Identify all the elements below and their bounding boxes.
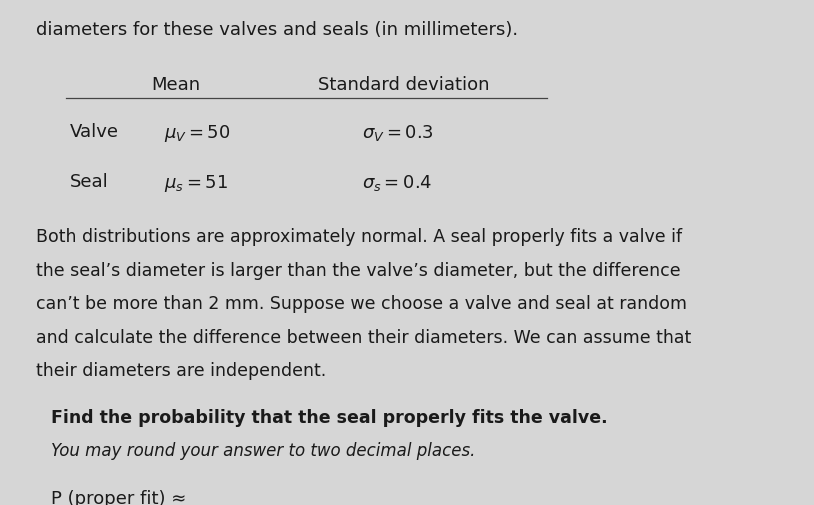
Text: diameters for these valves and seals (in millimeters).: diameters for these valves and seals (in… — [36, 21, 518, 38]
Text: $\mu_s = 51$: $\mu_s = 51$ — [164, 173, 229, 194]
Text: can’t be more than 2 mm. Suppose we choose a valve and seal at random: can’t be more than 2 mm. Suppose we choo… — [36, 295, 686, 313]
Text: Valve: Valve — [70, 123, 119, 141]
Text: $\sigma_V = 0.3$: $\sigma_V = 0.3$ — [361, 123, 433, 143]
Text: Find the probability that the seal properly fits the valve.: Find the probability that the seal prope… — [50, 409, 607, 427]
Text: Standard deviation: Standard deviation — [317, 76, 489, 93]
Text: You may round your answer to two decimal places.: You may round your answer to two decimal… — [50, 442, 475, 460]
Text: Both distributions are approximately normal. A seal properly fits a valve if: Both distributions are approximately nor… — [36, 228, 681, 246]
Text: P (proper fit) ≈: P (proper fit) ≈ — [50, 490, 186, 505]
Text: and calculate the difference between their diameters. We can assume that: and calculate the difference between the… — [36, 329, 691, 346]
FancyBboxPatch shape — [252, 486, 365, 505]
Text: $\mu_V = 50$: $\mu_V = 50$ — [164, 123, 231, 144]
Text: Mean: Mean — [151, 76, 200, 93]
Text: Seal: Seal — [70, 173, 108, 191]
Text: the seal’s diameter is larger than the valve’s diameter, but the difference: the seal’s diameter is larger than the v… — [36, 262, 681, 280]
Text: their diameters are independent.: their diameters are independent. — [36, 362, 326, 380]
Text: $\sigma_s = 0.4$: $\sigma_s = 0.4$ — [361, 173, 432, 193]
